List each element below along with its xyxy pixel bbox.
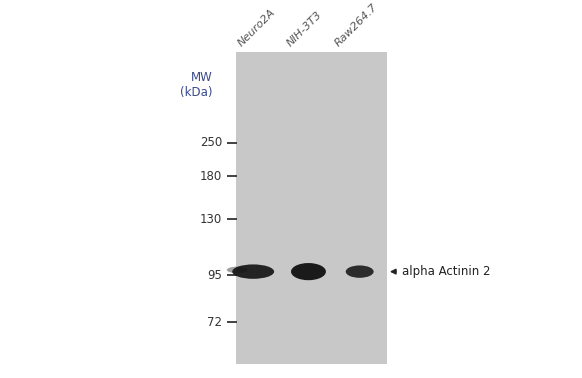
Ellipse shape [232,265,274,279]
Ellipse shape [291,263,326,280]
Ellipse shape [227,266,248,273]
Text: Neuro2A: Neuro2A [236,7,278,49]
Text: Raw264.7: Raw264.7 [333,2,380,49]
FancyBboxPatch shape [236,52,387,364]
Text: 72: 72 [207,316,222,328]
Ellipse shape [346,265,374,278]
Text: 95: 95 [207,268,222,282]
Text: 250: 250 [200,136,222,149]
Text: 130: 130 [200,213,222,226]
Text: 180: 180 [200,170,222,183]
Text: alpha Actinin 2: alpha Actinin 2 [392,265,490,278]
Text: MW
(kDa): MW (kDa) [180,71,212,99]
Text: NIH-3T3: NIH-3T3 [285,10,324,49]
